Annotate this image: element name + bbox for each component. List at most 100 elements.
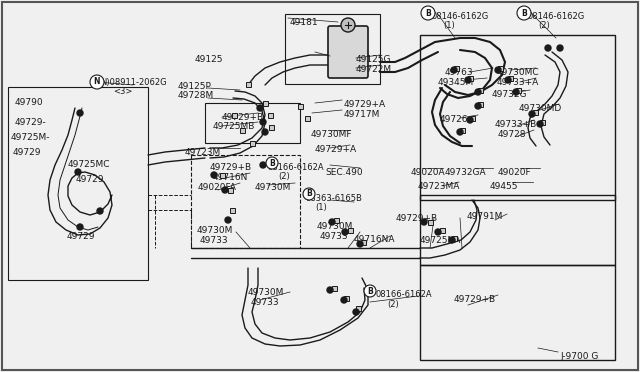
Circle shape — [435, 229, 441, 235]
Text: 08166-6162A: 08166-6162A — [268, 163, 324, 172]
Text: SEC.490: SEC.490 — [325, 168, 363, 177]
Text: 49725MC: 49725MC — [68, 160, 111, 169]
Bar — [420, 195, 615, 265]
Text: 49729+B: 49729+B — [222, 113, 264, 122]
Bar — [452, 236, 457, 241]
Circle shape — [341, 297, 347, 303]
Bar — [508, 76, 513, 81]
Bar — [468, 76, 473, 81]
Text: 49729+A: 49729+A — [344, 100, 386, 109]
Bar — [540, 120, 545, 125]
Text: 49020F: 49020F — [498, 168, 532, 177]
Bar — [361, 240, 366, 245]
Circle shape — [545, 45, 551, 51]
Text: 49790: 49790 — [15, 98, 44, 107]
Text: B: B — [306, 189, 312, 199]
Bar — [305, 116, 310, 121]
Circle shape — [421, 219, 427, 225]
Bar — [460, 128, 465, 133]
Circle shape — [475, 103, 481, 109]
Text: N)08911-2062G: N)08911-2062G — [100, 78, 166, 87]
Circle shape — [353, 309, 359, 315]
Bar — [332, 286, 337, 291]
Bar — [420, 35, 615, 200]
Text: 49730M: 49730M — [255, 183, 291, 192]
Text: (1): (1) — [443, 21, 455, 30]
Text: 49733: 49733 — [200, 236, 228, 245]
Bar — [205, 103, 300, 143]
Bar — [470, 116, 475, 121]
Circle shape — [505, 77, 511, 83]
Text: 49730MF: 49730MF — [311, 130, 353, 139]
Circle shape — [329, 219, 335, 225]
Bar — [285, 14, 380, 84]
Circle shape — [342, 229, 348, 235]
Text: 49716N: 49716N — [213, 173, 248, 182]
Circle shape — [557, 45, 563, 51]
Text: 49725MB: 49725MB — [213, 122, 255, 131]
Circle shape — [495, 67, 501, 73]
Circle shape — [77, 224, 83, 230]
Circle shape — [77, 110, 83, 116]
Circle shape — [457, 129, 463, 135]
Text: 08146-6162G: 08146-6162G — [527, 12, 584, 21]
Text: 49125: 49125 — [195, 55, 223, 64]
Text: 49181: 49181 — [290, 18, 319, 27]
Circle shape — [513, 89, 519, 95]
Bar — [268, 113, 273, 118]
Bar — [533, 110, 538, 115]
Text: 49729: 49729 — [13, 148, 42, 157]
Text: 49125G: 49125G — [356, 55, 392, 64]
Text: 49730M: 49730M — [197, 226, 234, 235]
Text: 49729+B: 49729+B — [210, 163, 252, 172]
Text: B: B — [425, 9, 431, 17]
Bar — [240, 128, 245, 133]
Circle shape — [75, 169, 81, 175]
Bar — [232, 113, 237, 118]
Circle shape — [341, 18, 355, 32]
Bar — [348, 228, 353, 233]
Bar — [454, 66, 459, 71]
Circle shape — [260, 119, 266, 125]
Text: 49730MC: 49730MC — [497, 68, 540, 77]
Bar — [478, 102, 483, 107]
Circle shape — [97, 208, 103, 214]
Text: 49455: 49455 — [490, 182, 518, 191]
Bar — [420, 265, 615, 360]
Text: 08363-6165B: 08363-6165B — [305, 194, 362, 203]
Text: 49729+B: 49729+B — [396, 214, 438, 223]
Circle shape — [467, 117, 473, 123]
Circle shape — [421, 6, 435, 20]
Circle shape — [211, 172, 217, 178]
Text: 49733+B: 49733+B — [495, 120, 537, 129]
Text: 49732G: 49732G — [492, 90, 527, 99]
Text: 49733+A: 49733+A — [497, 78, 540, 87]
Circle shape — [266, 157, 278, 169]
Bar — [478, 88, 483, 93]
Text: 49726: 49726 — [440, 115, 468, 124]
Circle shape — [222, 187, 228, 193]
Circle shape — [225, 217, 231, 223]
Text: J-9700 G: J-9700 G — [560, 352, 598, 361]
Circle shape — [262, 129, 268, 135]
Text: 49791M: 49791M — [467, 212, 504, 221]
Bar — [8, 87, 148, 280]
Bar — [230, 208, 235, 213]
Text: B: B — [521, 9, 527, 17]
Circle shape — [257, 105, 263, 111]
Bar — [263, 101, 268, 106]
Circle shape — [529, 111, 535, 117]
Bar — [246, 82, 251, 87]
Bar — [334, 218, 339, 223]
Circle shape — [303, 188, 315, 200]
Circle shape — [327, 287, 333, 293]
Text: 49125P: 49125P — [178, 82, 212, 91]
Circle shape — [465, 77, 471, 83]
Text: 08166-6162A: 08166-6162A — [375, 290, 431, 299]
Text: 49733: 49733 — [251, 298, 280, 307]
Circle shape — [517, 6, 531, 20]
Bar — [250, 141, 255, 146]
Circle shape — [449, 237, 455, 243]
Bar — [516, 88, 521, 93]
Circle shape — [537, 121, 543, 127]
